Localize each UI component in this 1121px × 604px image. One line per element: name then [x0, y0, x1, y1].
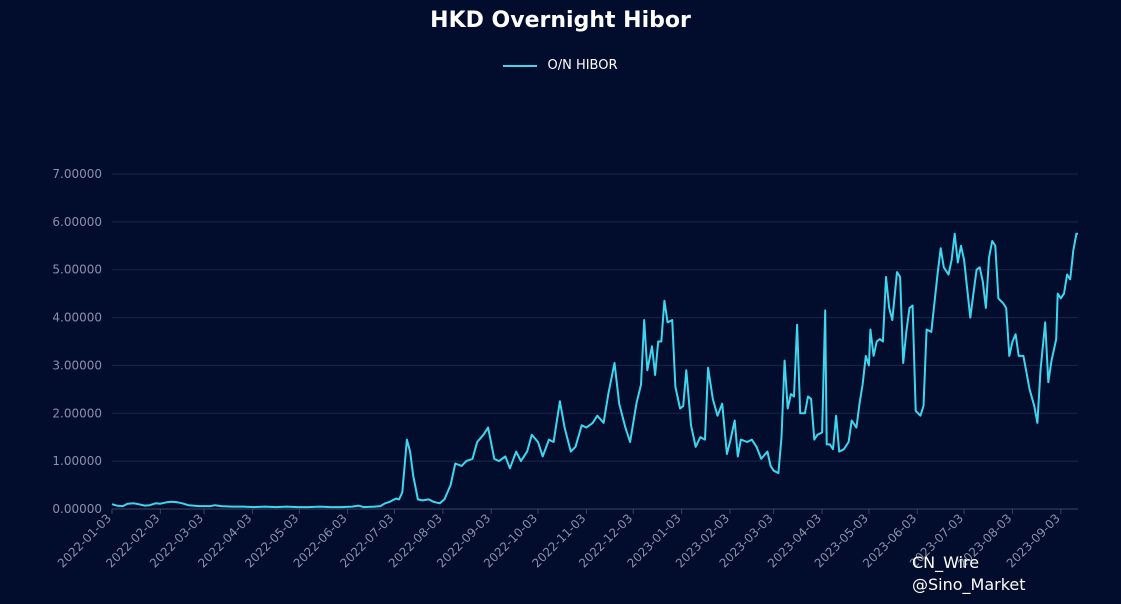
- legend-label: O/N HIBOR: [547, 58, 618, 73]
- y-tick-label: 3.00000: [52, 358, 102, 372]
- y-tick-label: 2.00000: [52, 406, 102, 420]
- grid-lines: [112, 173, 1078, 510]
- watermark-line1: CN_Wire: [912, 553, 980, 572]
- y-tick-label: 1.00000: [52, 454, 102, 468]
- y-tick-label: 5.00000: [52, 263, 102, 277]
- y-axis: 0.00000 1.00000 2.00000 3.00000 4.00000 5.000…: [52, 167, 102, 516]
- series-layer: [111, 232, 1078, 509]
- watermark: CN_Wire @Sino_Market: [912, 552, 1026, 596]
- y-tick-label: 4.00000: [52, 311, 102, 325]
- series-line-on-hibor: [111, 232, 1078, 509]
- chart-title: HKD Overnight Hibor: [430, 8, 691, 33]
- legend-swatch: [503, 64, 538, 67]
- y-tick-label: 7.00000: [52, 167, 102, 181]
- y-tick-label: 0.00000: [52, 502, 102, 516]
- legend[interactable]: O/N HIBOR: [0, 58, 1121, 73]
- y-tick-label: 6.00000: [52, 215, 102, 229]
- watermark-line2: @Sino_Market: [912, 575, 1026, 594]
